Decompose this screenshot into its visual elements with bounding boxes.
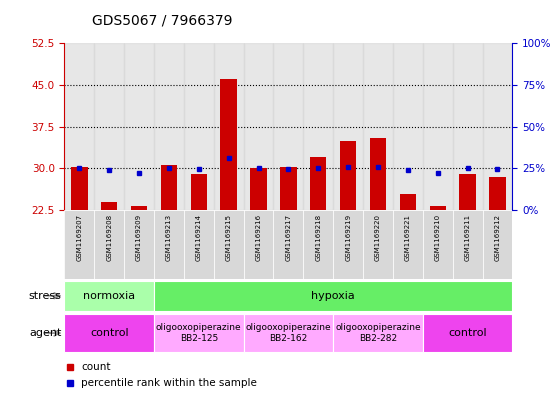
Text: GSM1169216: GSM1169216 bbox=[255, 214, 262, 261]
Text: GSM1169217: GSM1169217 bbox=[286, 214, 291, 261]
Bar bbox=[273, 43, 304, 210]
Bar bbox=[161, 165, 177, 210]
Bar bbox=[101, 202, 118, 210]
Bar bbox=[423, 43, 452, 210]
Bar bbox=[124, 43, 154, 210]
FancyBboxPatch shape bbox=[273, 210, 304, 279]
Bar bbox=[304, 43, 333, 210]
Text: GSM1169218: GSM1169218 bbox=[315, 214, 321, 261]
Text: GSM1169214: GSM1169214 bbox=[196, 214, 202, 261]
FancyBboxPatch shape bbox=[363, 210, 393, 279]
FancyBboxPatch shape bbox=[64, 281, 154, 311]
FancyBboxPatch shape bbox=[423, 210, 452, 279]
FancyBboxPatch shape bbox=[483, 210, 512, 279]
Text: hypoxia: hypoxia bbox=[311, 291, 355, 301]
Bar bbox=[363, 43, 393, 210]
Bar bbox=[400, 193, 416, 210]
Text: GSM1169221: GSM1169221 bbox=[405, 214, 411, 261]
Bar bbox=[214, 43, 244, 210]
Bar bbox=[131, 206, 147, 210]
Text: normoxia: normoxia bbox=[83, 291, 136, 301]
FancyBboxPatch shape bbox=[154, 281, 512, 311]
Text: GSM1169209: GSM1169209 bbox=[136, 214, 142, 261]
Bar bbox=[459, 174, 476, 210]
Text: control: control bbox=[449, 328, 487, 338]
FancyBboxPatch shape bbox=[452, 210, 483, 279]
Bar bbox=[280, 167, 297, 210]
Text: GSM1169208: GSM1169208 bbox=[106, 214, 112, 261]
Text: GSM1169213: GSM1169213 bbox=[166, 214, 172, 261]
Bar bbox=[430, 206, 446, 210]
Text: GSM1169212: GSM1169212 bbox=[494, 214, 501, 261]
Text: stress: stress bbox=[29, 291, 62, 301]
FancyBboxPatch shape bbox=[244, 314, 333, 352]
Text: GDS5067 / 7966379: GDS5067 / 7966379 bbox=[92, 13, 233, 28]
Text: GSM1169211: GSM1169211 bbox=[465, 214, 470, 261]
Text: agent: agent bbox=[29, 328, 62, 338]
Bar bbox=[190, 174, 207, 210]
Bar bbox=[184, 43, 214, 210]
FancyBboxPatch shape bbox=[184, 210, 214, 279]
FancyBboxPatch shape bbox=[94, 210, 124, 279]
Bar bbox=[393, 43, 423, 210]
FancyBboxPatch shape bbox=[64, 210, 94, 279]
Text: oligooxopiperazine
BB2-282: oligooxopiperazine BB2-282 bbox=[335, 323, 421, 343]
Bar bbox=[333, 43, 363, 210]
Text: GSM1169207: GSM1169207 bbox=[76, 214, 82, 261]
Bar bbox=[71, 167, 87, 210]
Bar bbox=[452, 43, 483, 210]
Text: GSM1169219: GSM1169219 bbox=[345, 214, 351, 261]
Text: GSM1169215: GSM1169215 bbox=[226, 214, 232, 261]
Bar bbox=[370, 138, 386, 210]
Bar bbox=[489, 177, 506, 210]
Bar bbox=[310, 157, 326, 210]
FancyBboxPatch shape bbox=[124, 210, 154, 279]
Text: control: control bbox=[90, 328, 128, 338]
Bar bbox=[221, 79, 237, 210]
FancyBboxPatch shape bbox=[64, 314, 154, 352]
Text: oligooxopiperazine
BB2-125: oligooxopiperazine BB2-125 bbox=[156, 323, 241, 343]
FancyBboxPatch shape bbox=[244, 210, 273, 279]
FancyBboxPatch shape bbox=[304, 210, 333, 279]
Bar bbox=[244, 43, 273, 210]
FancyBboxPatch shape bbox=[333, 210, 363, 279]
FancyBboxPatch shape bbox=[393, 210, 423, 279]
FancyBboxPatch shape bbox=[154, 210, 184, 279]
Bar bbox=[483, 43, 512, 210]
Text: GSM1169210: GSM1169210 bbox=[435, 214, 441, 261]
Text: oligooxopiperazine
BB2-162: oligooxopiperazine BB2-162 bbox=[246, 323, 331, 343]
FancyBboxPatch shape bbox=[214, 210, 244, 279]
FancyBboxPatch shape bbox=[154, 314, 244, 352]
FancyBboxPatch shape bbox=[423, 314, 512, 352]
Bar bbox=[340, 141, 356, 210]
Bar bbox=[154, 43, 184, 210]
Text: percentile rank within the sample: percentile rank within the sample bbox=[81, 378, 257, 388]
Bar bbox=[250, 168, 267, 210]
Bar bbox=[64, 43, 94, 210]
Text: count: count bbox=[81, 362, 111, 372]
Bar bbox=[94, 43, 124, 210]
Text: GSM1169220: GSM1169220 bbox=[375, 214, 381, 261]
FancyBboxPatch shape bbox=[333, 314, 423, 352]
